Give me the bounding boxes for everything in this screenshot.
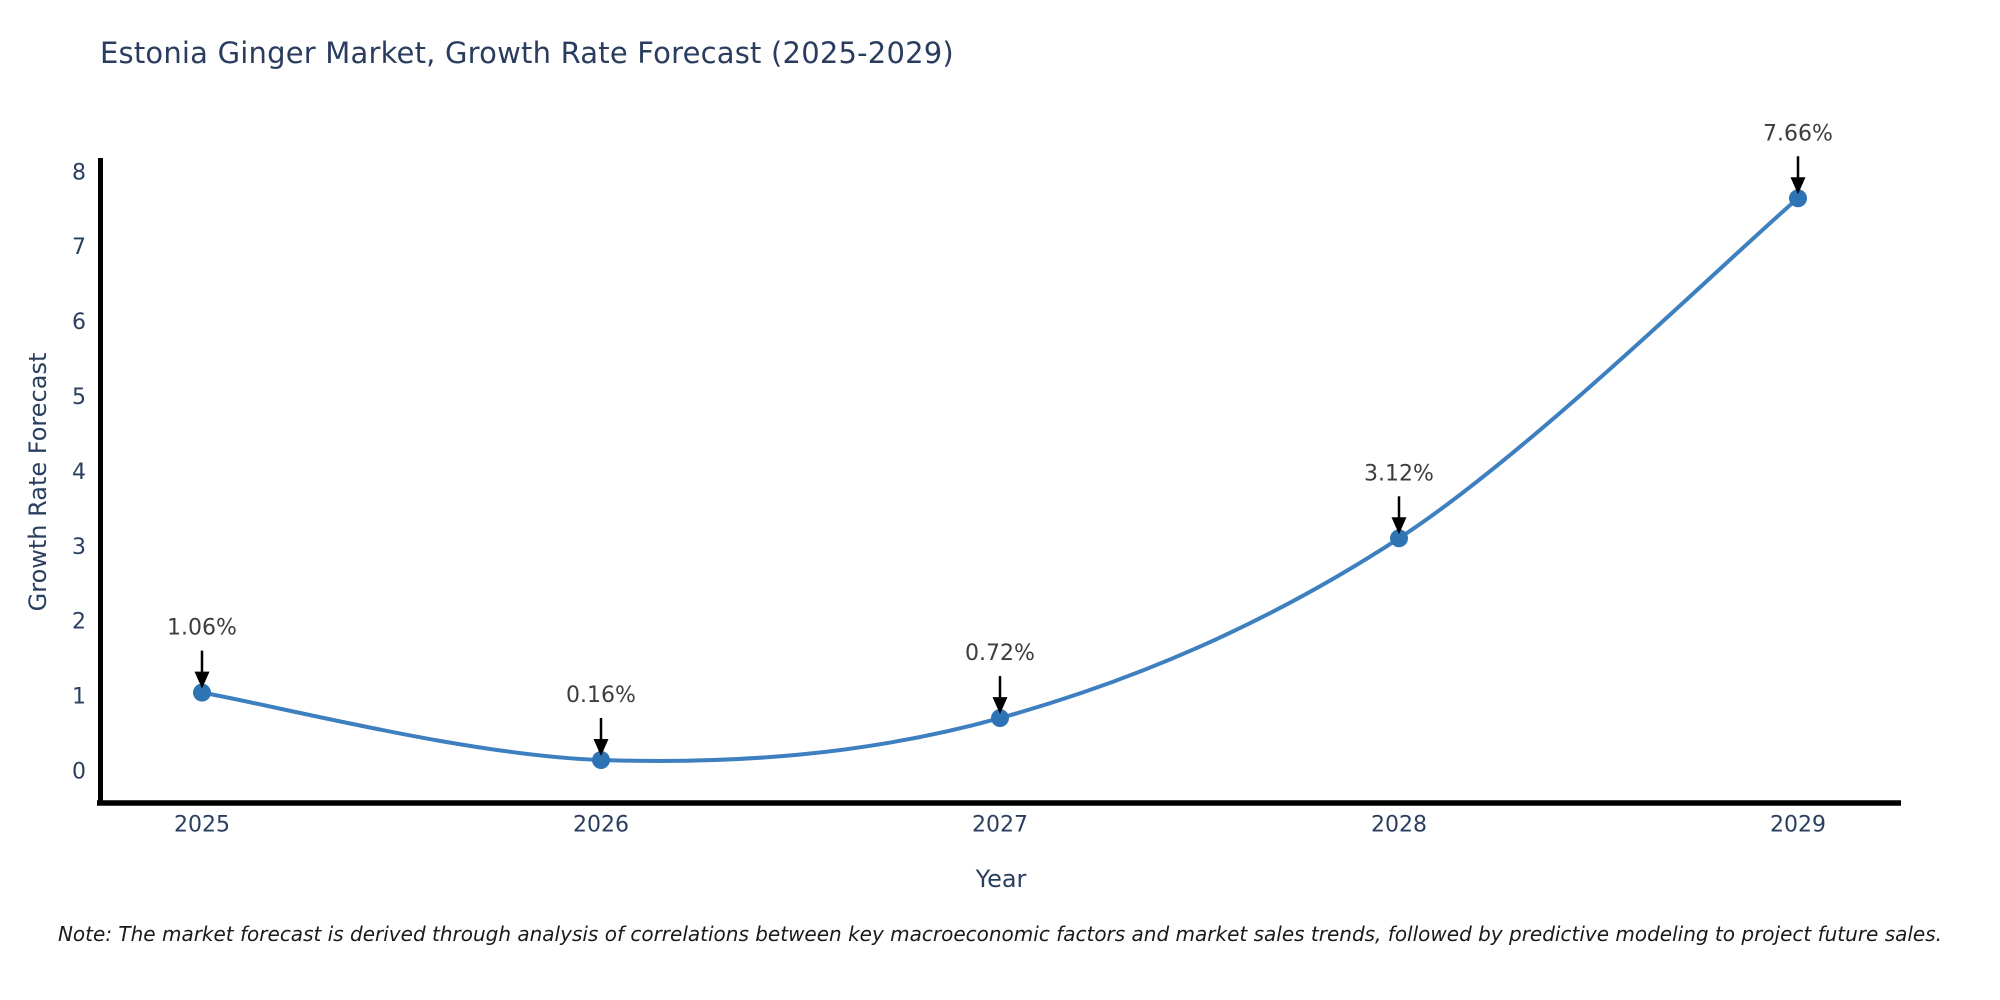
y-tick-label: 8	[72, 160, 86, 185]
point-annotation-label: 3.12%	[1364, 461, 1434, 486]
point-annotation-label: 0.72%	[965, 641, 1035, 666]
chart-footnote: Note: The market forecast is derived thr…	[57, 922, 1943, 946]
x-tick-label: 2028	[1371, 813, 1427, 838]
x-tick-label: 2026	[573, 813, 629, 838]
y-tick-label: 3	[72, 535, 86, 560]
y-axis-title: Growth Rate Forecast	[24, 353, 52, 612]
point-annotation-label: 1.06%	[167, 616, 237, 641]
point-annotation-label: 7.66%	[1763, 121, 1833, 146]
y-tick-label: 7	[72, 235, 86, 260]
x-tick-label: 2027	[972, 813, 1028, 838]
data-point	[193, 683, 211, 702]
annotation-arrow-head	[1391, 517, 1407, 535]
annotation-arrow-head	[593, 739, 609, 757]
x-axis-title: Year	[975, 865, 1027, 893]
x-tick-label: 2029	[1770, 813, 1826, 838]
x-tick-label: 2025	[174, 813, 230, 838]
y-tick-label: 4	[72, 460, 86, 485]
y-tick-label: 1	[72, 685, 86, 710]
annotation-arrow-head	[194, 671, 210, 689]
y-tick-label: 5	[72, 385, 86, 410]
forecast-line	[200, 196, 1800, 763]
chart-title: Estonia Ginger Market, Growth Rate Forec…	[100, 36, 954, 70]
point-annotation-label: 0.16%	[566, 683, 636, 708]
data-point	[592, 751, 610, 770]
annotation-arrow-head	[1790, 177, 1806, 195]
data-point	[1789, 189, 1807, 208]
y-tick-label: 2	[72, 610, 86, 635]
y-tick-label: 6	[72, 310, 86, 335]
y-tick-label: 0	[72, 760, 86, 785]
data-point	[1390, 529, 1408, 548]
annotation-arrow-head	[992, 697, 1008, 715]
data-point	[991, 709, 1009, 728]
